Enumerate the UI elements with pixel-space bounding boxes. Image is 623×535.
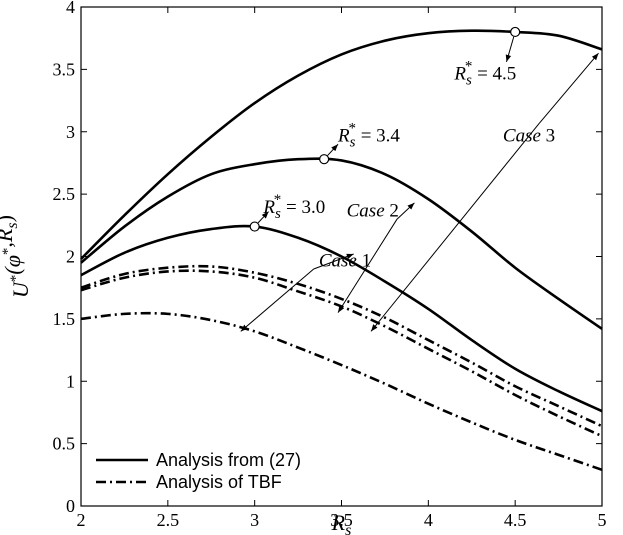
optimum-label-1: Rs* = 3.0 bbox=[262, 192, 325, 222]
y-tick-label-4: 2 bbox=[66, 247, 75, 267]
x-tick-label-6: 5 bbox=[598, 510, 607, 530]
y-axis-label: U*(φ*,Rs) bbox=[0, 215, 33, 298]
y-tick-label-2: 1 bbox=[66, 371, 75, 391]
x-tick-label-3: 3.5 bbox=[330, 510, 353, 530]
y-tick-label-0: 0 bbox=[66, 496, 75, 516]
y-tick-label-8: 4 bbox=[66, 0, 75, 17]
x-tick-label-0: 2 bbox=[77, 510, 86, 530]
optimum-marker-2 bbox=[319, 154, 330, 165]
legend-label-1: Analysis from (27) bbox=[156, 450, 301, 470]
case-label-1: Case 1 bbox=[319, 250, 371, 271]
y-tick-label-6: 3 bbox=[66, 122, 75, 142]
y-tick-label-3: 1.5 bbox=[53, 309, 76, 329]
y-tick-label-7: 3.5 bbox=[53, 59, 76, 79]
legend-layer: Analysis from (27)Analysis of TBF bbox=[96, 450, 301, 492]
series-line-3 bbox=[80, 224, 603, 413]
optimum-arrow-1 bbox=[257, 211, 269, 224]
x-tick-label-2: 3 bbox=[250, 510, 259, 530]
case-arrow-2-2 bbox=[337, 218, 398, 313]
annotation-layer: Case 1 Case 2 Case 3 bbox=[240, 52, 599, 332]
x-tick-label-4: 4 bbox=[424, 510, 433, 530]
case-arrow-1-1 bbox=[240, 268, 315, 332]
case-arrow-1-2 bbox=[313, 253, 354, 270]
case-arrow-3-2 bbox=[370, 122, 540, 332]
series-line-5 bbox=[80, 269, 603, 438]
optimum-label-3: Rs* = 4.5 bbox=[453, 58, 516, 88]
optimum-label-2: Rs* = 3.4 bbox=[337, 121, 400, 151]
case-arrow-3-1 bbox=[539, 52, 599, 124]
optimum-arrow-2 bbox=[327, 143, 339, 156]
x-tick-label-5: 4.5 bbox=[504, 510, 527, 530]
optimum-marker-1 bbox=[249, 221, 260, 232]
x-tick-label-1: 2.5 bbox=[157, 510, 180, 530]
x-axis-label: Rs bbox=[331, 510, 352, 535]
series-line-6 bbox=[80, 311, 603, 472]
series-line-2 bbox=[80, 157, 603, 330]
marker-layer: Rs* = 3.0 Rs* = 3.4 Rs* = 4.5 bbox=[249, 26, 521, 232]
y-tick-label-5: 2.5 bbox=[53, 184, 76, 204]
series-line-4 bbox=[80, 264, 603, 428]
legend-label-2: Analysis of TBF bbox=[156, 472, 282, 492]
optimum-arrow-3 bbox=[505, 36, 515, 63]
case-label-2: Case 2 bbox=[347, 201, 399, 222]
optimum-marker-3 bbox=[510, 26, 521, 38]
case-label-3: Case 3 bbox=[503, 126, 555, 147]
case-arrow-2-1 bbox=[396, 202, 415, 220]
axes-layer: 2 2.5 3 3.5 4 4.5 5 0 0.5 1 1.5 2 2.5 3 3.5 4 Rs U*(φ*,Rs… bbox=[0, 0, 607, 535]
y-tick-label-1: 0.5 bbox=[53, 434, 76, 454]
